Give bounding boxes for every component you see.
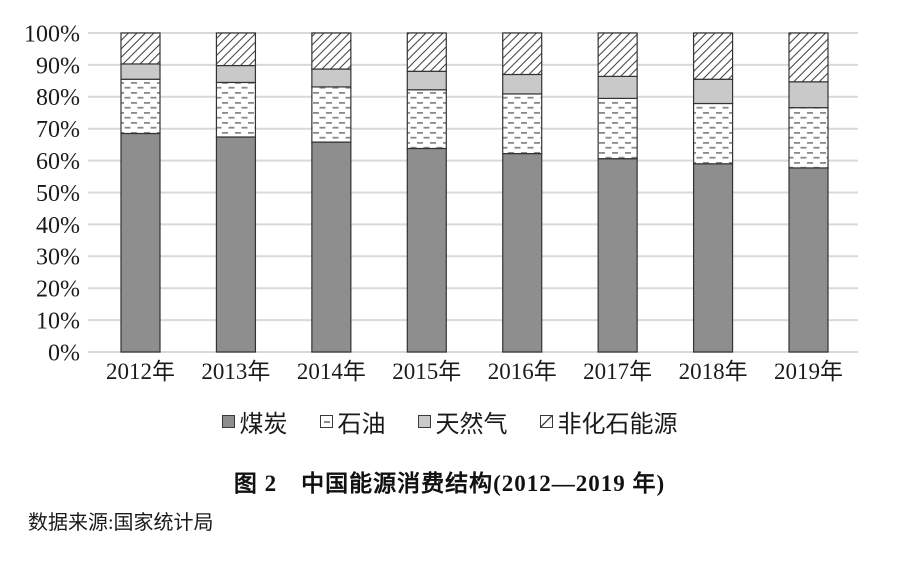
x-tick-label: 2019年 xyxy=(774,359,843,384)
legend-swatch-natural-gas xyxy=(417,415,431,428)
bar-segment-coal xyxy=(788,167,829,353)
legend-label-non-fossil: 非化石能源 xyxy=(557,412,678,438)
legend-label-natural-gas: 天然气 xyxy=(435,412,508,438)
bar-segment-non-fossil xyxy=(502,32,543,76)
legend-label-coal: 煤炭 xyxy=(239,412,288,438)
legend-swatch-coal xyxy=(221,415,235,428)
bar-segment-natural-gas xyxy=(597,75,638,99)
x-tick-label: 2017年 xyxy=(583,359,652,384)
bar-segment-coal xyxy=(311,141,352,353)
x-tick-label: 2013年 xyxy=(201,359,270,384)
bar-segment-natural-gas xyxy=(120,63,161,80)
y-tick-label: 80% xyxy=(36,85,80,111)
bar-segment-coal xyxy=(692,163,734,353)
legend-item-coal: 煤炭 xyxy=(221,404,288,439)
y-tick-label: 30% xyxy=(36,245,80,271)
bar-segment-non-fossil xyxy=(406,32,447,72)
y-tick-label: 100% xyxy=(24,21,80,47)
legend-item-natural-gas: 天然气 xyxy=(417,404,508,439)
bar-segment-oil xyxy=(502,93,543,155)
bar-segment-oil xyxy=(406,89,447,150)
y-tick-label: 70% xyxy=(36,117,80,143)
bar-segment-coal xyxy=(597,158,638,353)
x-tick-label: 2012年 xyxy=(106,359,175,384)
x-axis-labels: 2012年 2013年 2014年 2015年 2016年 2017年 2018年 2019年 xyxy=(106,359,843,384)
bar-segment-oil xyxy=(788,107,829,169)
bar-segment-non-fossil xyxy=(788,32,829,83)
y-tick-label: 90% xyxy=(36,53,80,79)
legend-swatch-oil xyxy=(319,415,333,428)
stacked-bar-chart: 0%10%20%30%40%50%60%70%80%90%100% 2012年 2… xyxy=(24,21,858,384)
bar-segment-natural-gas xyxy=(215,64,257,84)
bars-group xyxy=(120,32,829,353)
bar-segment-non-fossil xyxy=(215,32,257,67)
bar-segment-natural-gas xyxy=(692,78,734,105)
bar-segment-oil xyxy=(215,81,257,138)
bar-segment-non-fossil xyxy=(597,32,638,77)
y-tick-label: 0% xyxy=(48,340,80,366)
bar-segment-coal xyxy=(406,147,447,353)
bar-segment-oil xyxy=(120,78,161,135)
y-tick-label: 60% xyxy=(36,149,80,175)
bar-segment-natural-gas xyxy=(406,70,447,91)
bar-segment-non-fossil xyxy=(120,32,161,65)
bar-segment-natural-gas xyxy=(788,81,829,109)
bar-segment-non-fossil xyxy=(692,32,734,80)
figure-title: 图 2 中国能源消费结构(2012—2019 年) xyxy=(233,471,666,496)
legend-swatch-non-fossil xyxy=(539,415,553,428)
y-tick-label: 10% xyxy=(36,309,80,335)
x-tick-label: 2015年 xyxy=(392,359,461,384)
y-axis-labels: 0% 10% 20% 30% 40% 50% 60% 70% 80% 90% 100% xyxy=(24,21,80,366)
x-tick-label: 2016年 xyxy=(488,359,557,384)
swatch-dash-mark xyxy=(323,421,330,423)
bar-segment-non-fossil xyxy=(311,32,352,70)
x-tick-label: 2018年 xyxy=(679,359,748,384)
bar-segment-coal xyxy=(502,152,543,353)
legend-item-oil: 石油 xyxy=(319,404,386,439)
legend-label-oil: 石油 xyxy=(337,412,386,438)
legend-item-non-fossil: 非化石能源 xyxy=(539,404,678,439)
y-tick-label: 50% xyxy=(36,181,80,207)
bar-segment-natural-gas xyxy=(502,73,543,95)
bar-segment-natural-gas xyxy=(311,68,352,88)
chart-legend: 煤炭 石油 天然气 非化石能源 xyxy=(0,404,899,439)
bar-segment-coal xyxy=(120,132,161,353)
data-source-note: 数据来源:国家统计局 xyxy=(28,512,214,534)
bar-segment-oil xyxy=(311,86,352,143)
bar-segment-oil xyxy=(597,97,638,160)
y-tick-label: 20% xyxy=(36,277,80,303)
gridlines xyxy=(88,32,858,353)
bar-segment-coal xyxy=(215,136,257,353)
y-tick-label: 40% xyxy=(36,213,80,239)
bar-segment-oil xyxy=(692,102,734,165)
x-tick-label: 2014年 xyxy=(297,359,366,384)
